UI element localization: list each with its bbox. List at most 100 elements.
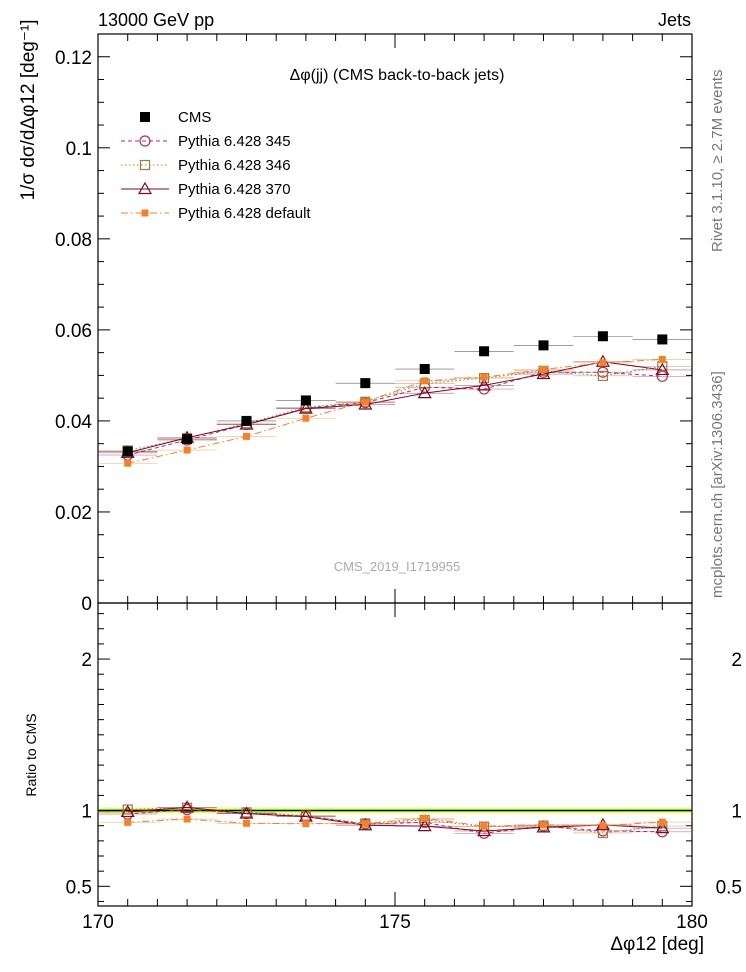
ratio-point-p370 [180, 800, 195, 813]
main-point-cms [122, 446, 133, 457]
ratio-ytick-label: 0.5 [66, 877, 92, 898]
main-series-pdefault [98, 355, 692, 467]
main-point-cms [657, 334, 668, 345]
main-point-cms [300, 395, 311, 406]
main-line-pdefault [127, 358, 663, 464]
ratio-ytick-label-right: 1 [731, 802, 742, 823]
ratio-point-pdefault [480, 822, 488, 830]
xtick-label: 175 [379, 912, 411, 933]
main-series-p370 [98, 354, 692, 458]
main-ytick-label: 0.08 [55, 230, 92, 251]
main-point-pdefault [361, 398, 369, 406]
main-series-cms [98, 331, 692, 457]
main-axis-ticks: 0 0.02 0.04 0.06 0.08 0.1 0.12 [55, 33, 693, 615]
main-point-pdefault [243, 432, 250, 440]
main-line-p345 [127, 371, 663, 456]
ratio-point-pdefault [361, 819, 369, 827]
legend-entry-p345: Pythia 6.428 345 [121, 133, 291, 150]
ratio-ytick-label-right: 0.5 [716, 877, 742, 898]
ratio-point-p370 [655, 820, 670, 834]
main-point-cms [538, 340, 549, 351]
main-point-p346 [479, 373, 490, 384]
main-ytick-label: 0.06 [55, 321, 92, 342]
legend-label-p345: Pythia 6.428 345 [178, 133, 291, 150]
main-point-pdefault [124, 459, 132, 467]
main-point-pdefault [302, 414, 310, 422]
header-left: 13000 GeV pp [98, 10, 214, 30]
main-line-p370 [127, 361, 663, 454]
legend-entry-cms: CMS [140, 109, 211, 126]
main-point-p346 [597, 370, 609, 381]
ratio-point-pdefault [540, 821, 547, 829]
ratio-point-pdefault [183, 815, 191, 823]
rivet-label: Rivet 3.1.10, ≥ 2.7M events [709, 70, 726, 253]
main-point-pdefault [480, 373, 488, 381]
legend-marker-p345 [139, 135, 151, 147]
chart-title: Δφ(jj) (CMS back-to-back jets) [290, 67, 505, 84]
main-point-p370 [417, 385, 432, 399]
main-ytick-label: 0.04 [55, 412, 92, 433]
ratio-series-layer [98, 800, 692, 839]
legend-label-pdefault: Pythia 6.428 default [178, 205, 311, 222]
main-point-pdefault [421, 377, 429, 385]
mcplots-label: mcplots.cern.ch [arXiv:1306.3436] [709, 371, 726, 598]
ratio-axis-ticks: 0.5 0.5 1 1 2 2 170 175 180 [66, 603, 742, 933]
ratio-series-pdefault [98, 814, 692, 830]
main-point-p370 [655, 362, 670, 376]
main-ytick-label: 0.12 [55, 48, 92, 69]
ratio-line-p370 [127, 806, 663, 832]
legend-entry-p346: Pythia 6.428 346 [121, 157, 291, 174]
legend-label-p346: Pythia 6.428 346 [178, 157, 291, 174]
main-point-pdefault [599, 359, 607, 367]
ratio-line-pdefault [127, 817, 663, 827]
ratio-point-p370 [120, 804, 135, 818]
main-point-pdefault [658, 355, 666, 363]
main-point-p370 [298, 401, 313, 414]
legend: CMS Pythia 6.428 345 Pythia 6.428 346 Pythi… [121, 109, 311, 222]
xtick-label: 170 [82, 912, 114, 933]
ratio-point-p370 [239, 806, 254, 819]
main-ylabel: 1/σ dσ/dΔφ12 [deg⁻¹] [18, 19, 39, 200]
ratio-point-pdefault [599, 822, 607, 830]
legend-marker-p370 [137, 181, 153, 195]
ratio-point-pdefault [243, 819, 250, 827]
legend-label-p370: Pythia 6.428 370 [178, 181, 291, 198]
main-ytick-label: 0 [81, 594, 92, 615]
ratio-point-pdefault [421, 814, 429, 822]
main-point-cms [597, 331, 608, 342]
legend-marker-pdefault [141, 209, 149, 217]
main-point-p370 [536, 366, 551, 380]
main-point-cms [419, 364, 430, 375]
ratio-point-p370 [477, 823, 492, 837]
main-point-cms [241, 415, 252, 426]
main-ytick-label: 0.02 [55, 503, 92, 524]
main-point-pdefault [540, 365, 547, 373]
ratio-point-p370 [417, 818, 432, 832]
main-point-p370 [477, 378, 492, 391]
ratio-uncertainty-band [98, 807, 692, 814]
main-ylabel-text: 1/σ dσ/dΔφ12 [deg⁻¹] [18, 19, 39, 200]
ratio-plot-frame [97, 602, 693, 907]
xtick-label: 180 [676, 912, 708, 933]
legend-marker-cms [140, 112, 150, 122]
legend-marker-p346 [139, 159, 151, 171]
legend-label-cms: CMS [178, 109, 211, 126]
main-point-cms [360, 378, 371, 389]
ratio-ylabel: Ratio to CMS [23, 713, 39, 796]
ratio-ytick-label: 1 [81, 802, 92, 823]
header-right: Jets [658, 10, 691, 30]
ratio-point-pdefault [658, 818, 666, 826]
main-ytick-label: 0.1 [66, 139, 92, 160]
main-point-pdefault [183, 446, 191, 454]
legend-entry-p370: Pythia 6.428 370 [121, 181, 291, 198]
ratio-point-pdefault [302, 820, 310, 828]
main-series-layer [98, 331, 692, 467]
ratio-ytick-label-right: 2 [731, 650, 742, 671]
legend-entry-pdefault: Pythia 6.428 default [121, 205, 311, 222]
ratio-ytick-label: 2 [81, 650, 92, 671]
main-point-cms [479, 346, 490, 357]
main-point-cms [182, 434, 193, 445]
x-axis-label: Δφ12 [deg] [610, 934, 704, 955]
analysis-tag: CMS_2019_I1719955 [334, 559, 461, 574]
